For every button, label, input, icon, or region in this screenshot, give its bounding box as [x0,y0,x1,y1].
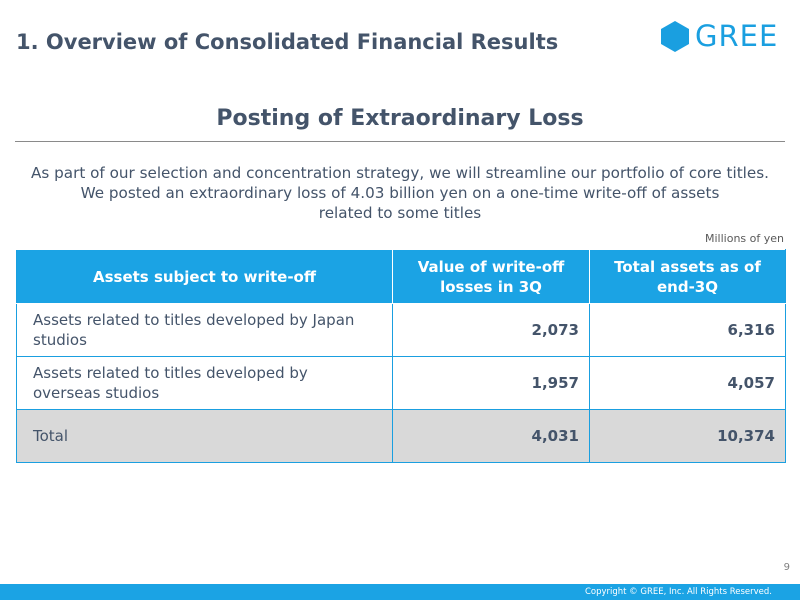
row-label: Assets related to titles developed by Ja… [16,303,393,357]
section-title: 1. Overview of Consolidated Financial Re… [16,30,559,54]
table-total-row: Total 4,031 10,374 [16,409,786,463]
intro-line: related to some titles [318,204,482,222]
table-row: Assets related to titles developed by Ja… [16,303,786,357]
total-writeoff-value: 4,031 [392,409,590,463]
copyright-notice: Copyright © GREE, Inc. All Rights Reserv… [584,587,772,597]
writeoff-table: Assets subject to write-off Value of wri… [16,249,786,463]
writeoff-value: 1,957 [392,356,590,410]
writeoff-value: 2,073 [392,303,590,357]
table-header-row: Assets subject to write-off Value of wri… [16,249,786,304]
column-header-total-assets: Total assets as of end-3Q [589,249,786,304]
gree-logo: GREE [660,18,778,54]
intro-paragraph: As part of our selection and concentrati… [0,163,800,223]
intro-line: We posted an extraordinary loss of 4.03 … [80,184,720,202]
page-number: 9 [783,562,790,573]
footer-bar: Copyright © GREE, Inc. All Rights Reserv… [0,584,800,600]
total-label: Total [16,409,393,463]
heading-divider [15,141,785,142]
logo-text: GREE [695,19,779,53]
total-assets-value: 6,316 [589,303,786,357]
total-assets-value: 4,057 [589,356,786,410]
slide-heading: Posting of Extraordinary Loss [216,106,584,131]
row-label: Assets related to titles developed by ov… [16,356,393,410]
hexagon-logo-icon [661,20,689,52]
table-row: Assets related to titles developed by ov… [16,356,786,410]
intro-line: As part of our selection and concentrati… [31,164,769,182]
column-header-assets: Assets subject to write-off [16,249,393,304]
total-assets-sum: 10,374 [589,409,786,463]
unit-note: Millions of yen [705,232,784,245]
column-header-writeoff-value: Value of write-off losses in 3Q [392,249,590,304]
